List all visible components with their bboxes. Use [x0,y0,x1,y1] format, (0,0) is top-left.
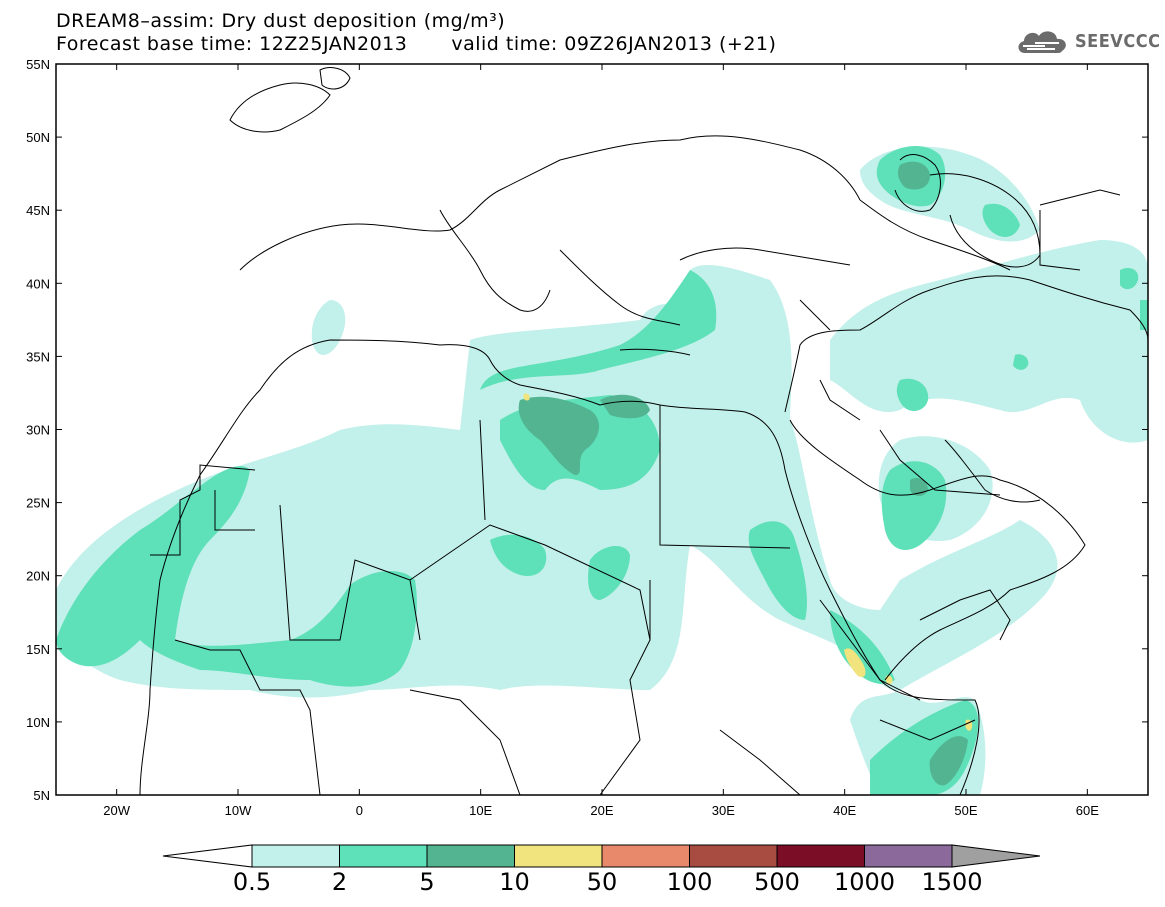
colorbar-label: 1500 [921,868,983,896]
colorbar-swatch [689,844,778,868]
lon-tick-label: 50E [954,803,977,818]
colorbar-swatch [601,844,690,868]
lon-tick-label: 60E [1076,803,1099,818]
lon-tick-label: 40E [833,803,856,818]
colorbar-over-arrow [951,844,1041,868]
colorbar-swatch [514,844,603,868]
colorbar-swatch [426,844,515,868]
colorbar [162,844,1041,868]
colorbar-swatch [339,844,428,868]
lat-tick-label: 10N [26,715,50,730]
lon-tick-label: 10E [469,803,492,818]
logo-text: SEEVCCC [1075,30,1161,52]
lon-tick-label: 20W [103,803,130,818]
lat-tick-label: 15N [26,642,50,657]
valid-time: valid time: 09Z26JAN2013 (+21) [451,33,777,55]
colorbar-swatch [864,844,953,868]
colorbar-label: 100 [666,868,713,896]
deposition-field [56,145,1148,795]
lat-tick-label: 25N [26,496,50,511]
lat-tick-label: 5N [33,788,50,803]
colorbar-label: 500 [754,868,800,896]
lon-tick-label: 0 [356,803,363,818]
colorbar-label: 1000 [833,868,896,896]
colorbar-label: 5 [419,868,435,896]
lat-tick-label: 35N [26,349,50,364]
coastlines-borders [139,67,1148,795]
colorbar-label: 0.5 [232,868,272,896]
deposition-contour-5 [518,161,968,786]
colorbar-under-arrow [162,844,253,868]
colorbar-label: 10 [499,868,530,896]
lat-tick-label: 45N [26,203,50,218]
lat-tick-label: 55N [26,57,50,72]
lon-tick-label: 20E [590,803,613,818]
map-title: DREAM8–assim: Dry dust deposition (mg/m³… [56,10,506,32]
longitude-axis: 20W 10W 0 10E 20E 30E 40E 50E 60E [103,64,1099,818]
lat-tick-label: 30N [26,423,50,438]
lat-tick-label: 50N [26,130,50,145]
colorbar-label: 2 [331,868,348,896]
colorbar-swatch [251,844,340,868]
deposition-contour-2 [56,145,1148,795]
colorbar-label: 50 [586,868,618,896]
lat-tick-label: 40N [26,276,50,291]
colorbar-swatch [776,844,865,868]
forecast-times: Forecast base time: 12Z25JAN2013 valid ti… [56,33,776,55]
latitude-axis: 5N 10N 15N 20N 25N 30N 35N 40N 45N 50N 55N [26,57,1148,803]
lon-tick-label: 30E [712,803,735,818]
lat-tick-label: 20N [26,569,50,584]
lon-tick-label: 10W [225,803,252,818]
seevccc-logo: SEEVCCC [1015,26,1160,56]
base-time: Forecast base time: 12Z25JAN2013 [56,33,408,55]
cloud-logo-icon [1018,31,1066,53]
